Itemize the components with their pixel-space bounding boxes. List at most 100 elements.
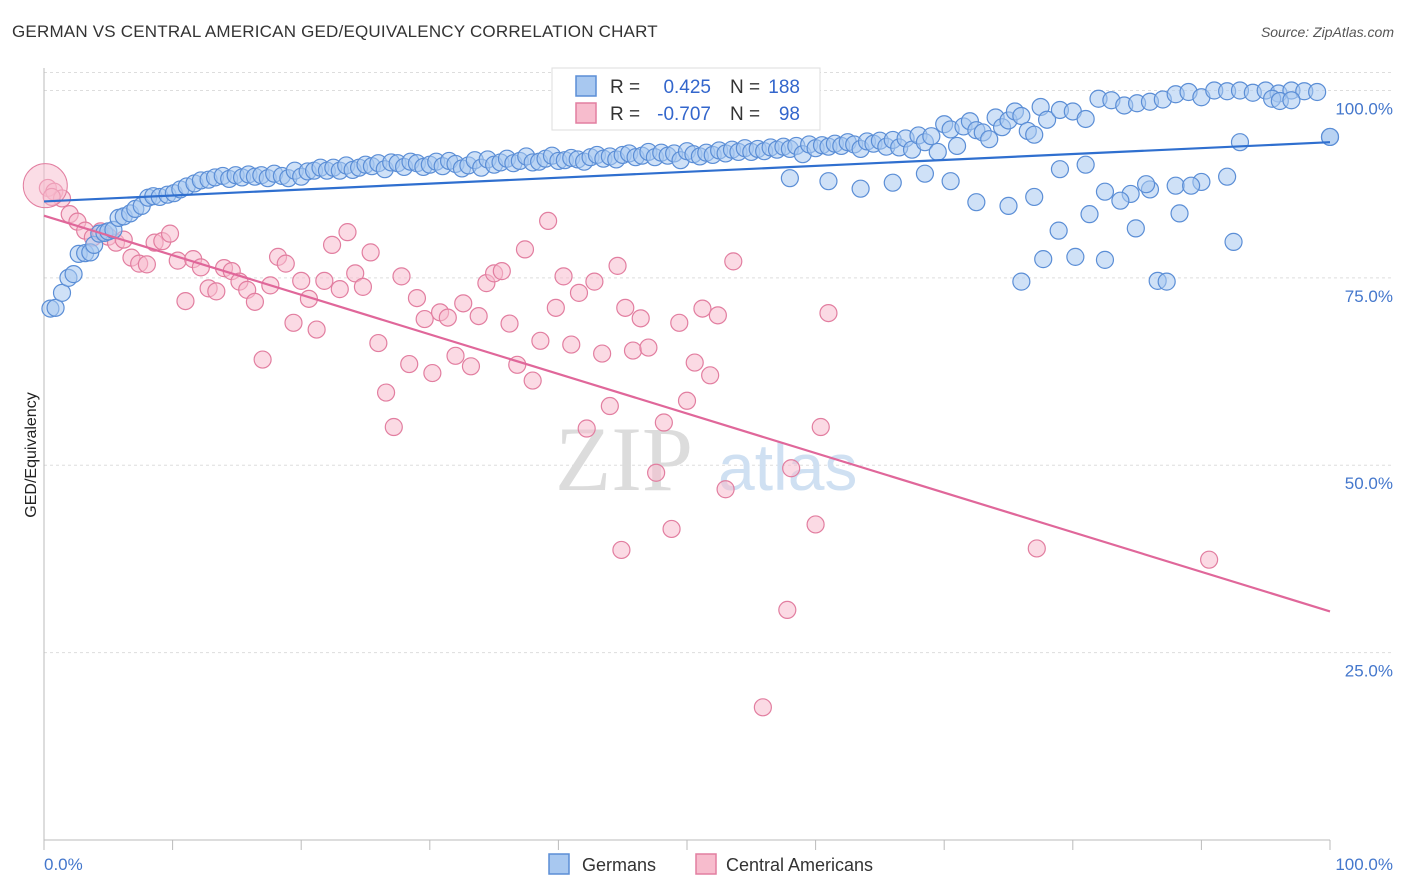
central-american-point-88 bbox=[716, 480, 735, 499]
central-american-point-36 bbox=[315, 271, 334, 290]
german-trend-line bbox=[43, 141, 1331, 203]
central-american-point-16 bbox=[160, 224, 180, 243]
central-american-point-44 bbox=[376, 383, 396, 402]
central-american-point-37 bbox=[322, 235, 342, 254]
german-point-183 bbox=[1025, 187, 1044, 207]
central-american-point-66 bbox=[546, 298, 565, 317]
trend-lines bbox=[43, 141, 1331, 613]
central-american-points bbox=[22, 163, 1219, 717]
central-american-point-69 bbox=[569, 283, 589, 302]
central-american-point-31 bbox=[276, 254, 295, 273]
chart-source: Source: ZipAtlas.com bbox=[1260, 24, 1394, 40]
german-point-211 bbox=[1230, 133, 1250, 152]
german-point-199 bbox=[1049, 221, 1068, 240]
german-point-148 bbox=[980, 130, 999, 149]
central-american-point-76 bbox=[623, 341, 643, 360]
central-american-point-27 bbox=[245, 292, 265, 311]
german-point-153 bbox=[1012, 106, 1031, 126]
central-american-point-95 bbox=[811, 417, 830, 437]
central-american-point-64 bbox=[531, 331, 550, 350]
german-point-192 bbox=[883, 173, 902, 192]
central-american-point-45 bbox=[384, 417, 403, 437]
central-american-point-55 bbox=[461, 357, 481, 376]
central-american-point-67 bbox=[554, 267, 573, 286]
german-point-155 bbox=[1025, 125, 1044, 144]
central-american-point-59 bbox=[492, 262, 511, 281]
german-point-209 bbox=[1182, 176, 1201, 195]
central-american-point-92 bbox=[778, 600, 797, 619]
central-american-point-56 bbox=[469, 306, 488, 326]
german-point-195 bbox=[819, 172, 838, 191]
stats-legend: R = 0.425 N = 188 R = -0.707 N = 98 bbox=[551, 67, 821, 131]
central-american-point-38 bbox=[330, 280, 349, 299]
german-point-143 bbox=[947, 136, 967, 156]
bottom-legend-swatch-germans bbox=[548, 853, 570, 875]
central-american-point-90 bbox=[612, 540, 631, 560]
german-point-203 bbox=[1111, 191, 1130, 210]
central-american-point-52 bbox=[438, 308, 457, 327]
central-american-point-86 bbox=[701, 366, 720, 385]
german-point-140 bbox=[928, 142, 947, 162]
central-american-point-40 bbox=[346, 264, 365, 283]
central-american-point-large bbox=[22, 163, 68, 209]
y-tick-label-25: 25.0% bbox=[1345, 662, 1393, 681]
german-point-193 bbox=[915, 164, 935, 183]
central-american-point-82 bbox=[670, 313, 689, 332]
central-american-point-87 bbox=[708, 306, 727, 325]
legend-n-value-germans: 188 bbox=[768, 77, 800, 98]
central-american-point-77 bbox=[631, 309, 650, 328]
central-american-point-71 bbox=[585, 272, 604, 291]
legend-swatch-central bbox=[575, 102, 597, 124]
central-american-point-72 bbox=[593, 344, 612, 363]
german-point-157 bbox=[1037, 110, 1057, 129]
german-point-201 bbox=[1080, 205, 1099, 224]
german-point-2 bbox=[52, 283, 72, 302]
german-point-185 bbox=[1076, 155, 1095, 174]
german-point-208 bbox=[1170, 204, 1189, 223]
central-american-point-85 bbox=[693, 299, 712, 318]
series-legend: Germans Central Americans bbox=[548, 853, 873, 875]
y-axis-label: GED/Equivalency bbox=[23, 392, 40, 517]
german-point-198 bbox=[1034, 250, 1053, 269]
central-american-point-94 bbox=[806, 515, 825, 534]
bottom-legend-central: Central Americans bbox=[726, 855, 873, 875]
german-point-202 bbox=[1095, 250, 1115, 269]
y-tick-labels: 100.0% 75.0% 50.0% 25.0% bbox=[1335, 99, 1393, 680]
central-american-point-80 bbox=[654, 413, 673, 432]
central-american-point-89 bbox=[724, 252, 743, 271]
central-american-point-74 bbox=[608, 256, 627, 275]
central-american-point-68 bbox=[562, 335, 581, 354]
central-american-point-43 bbox=[369, 333, 388, 353]
german-point-196 bbox=[851, 179, 870, 198]
central-american-point-97 bbox=[1027, 539, 1046, 558]
central-american-point-73 bbox=[600, 396, 619, 416]
watermark: ZIP atlas bbox=[555, 408, 857, 510]
central-american-point-35 bbox=[307, 320, 326, 339]
central-american-point-98 bbox=[1200, 550, 1219, 569]
central-american-point-39 bbox=[338, 223, 357, 242]
german-point-207 bbox=[1157, 272, 1176, 291]
y-tick-label-50: 50.0% bbox=[1345, 474, 1393, 493]
german-point-186 bbox=[1095, 182, 1115, 201]
german-point-182 bbox=[999, 196, 1018, 216]
central-american-point-33 bbox=[292, 271, 311, 290]
bottom-legend-swatch-central bbox=[695, 853, 717, 875]
german-point-4 bbox=[64, 265, 83, 284]
german-point-204 bbox=[1126, 219, 1145, 238]
german-point-194 bbox=[780, 169, 799, 188]
central-american-point-22 bbox=[207, 282, 226, 301]
central-american-point-42 bbox=[361, 243, 380, 262]
central-american-point-13 bbox=[137, 255, 156, 274]
central-american-point-60 bbox=[500, 314, 519, 333]
german-point-214 bbox=[1282, 91, 1301, 110]
german-point-181 bbox=[967, 193, 986, 212]
central-american-point-46 bbox=[392, 267, 411, 286]
german-point-160 bbox=[1076, 109, 1095, 129]
german-point-215 bbox=[1320, 127, 1340, 147]
german-point-197 bbox=[1012, 272, 1031, 291]
x-ticks bbox=[43, 840, 1331, 850]
german-point-139 bbox=[922, 127, 941, 146]
central-american-point-84 bbox=[685, 353, 704, 372]
legend-r-value-central: -0.707 bbox=[657, 104, 711, 125]
